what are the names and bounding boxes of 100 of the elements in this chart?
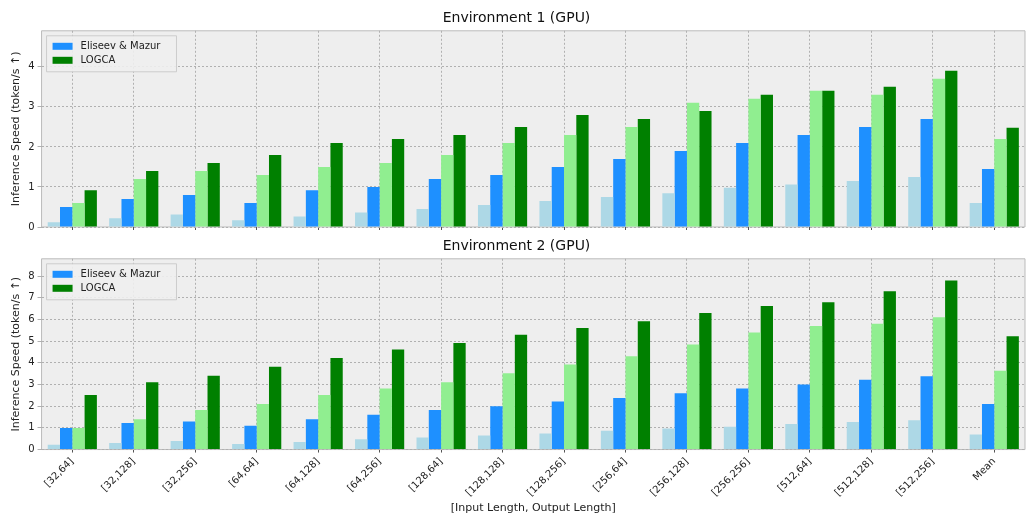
bar [355,439,368,450]
bar [441,382,454,450]
bar [391,138,405,227]
bar [686,102,700,227]
bar [674,150,687,227]
y-tick-label: 0 [28,443,35,455]
bar [846,422,860,450]
bar [969,434,982,450]
bar [477,435,491,450]
bar [1006,336,1019,450]
bar [293,216,306,227]
bar [428,410,442,450]
bar [121,198,134,227]
bar [182,421,196,450]
bar [195,410,208,450]
y-tick-label: 8 [28,269,35,281]
bar [146,170,159,227]
bar [748,332,761,450]
bar [416,208,429,227]
y-tick-label: 2 [28,140,35,152]
bar [330,358,343,450]
bar [453,342,466,450]
bar [748,98,761,227]
bar [244,425,257,450]
y-tick-label: 1 [28,421,35,433]
bar [797,384,810,450]
bar [945,70,958,227]
y-tick-label: 3 [28,100,35,112]
bar [379,162,392,227]
bar [539,433,552,450]
bar [736,142,749,227]
bar [170,440,183,450]
bar [600,430,614,450]
bar [674,393,687,450]
bar [699,312,712,450]
bar [355,212,368,227]
bar [195,170,208,227]
bar [932,317,946,450]
bar [268,366,282,450]
bar [133,178,147,227]
bar [232,220,245,227]
bar [305,190,319,227]
bar [551,166,565,227]
bar [822,302,835,450]
bar [60,427,73,450]
bar [539,200,552,227]
legend-label: Eliseev & Mazur [80,40,162,52]
bar [207,162,220,227]
bar [785,184,798,227]
bar [785,423,798,450]
bar [662,428,675,450]
bar [613,158,626,227]
bar [109,218,122,227]
bar [330,142,343,227]
bar [121,423,134,450]
bar [367,414,380,450]
bar [109,443,122,450]
bar [133,419,147,450]
bar [809,90,823,227]
bar [613,397,626,450]
bar [846,180,860,227]
bar [981,404,995,450]
bar [441,154,454,227]
bar [564,364,577,450]
bar [256,404,269,450]
bar [170,214,183,227]
bar [969,202,982,227]
bar [514,334,528,450]
bar [318,394,331,450]
bar [822,90,835,227]
y-tick-label: 6 [28,313,35,325]
bar [686,344,700,450]
bar [637,321,651,450]
bar [60,206,73,227]
chart-title: Environment 2 (GPU) [442,237,591,254]
bar [625,126,638,227]
y-tick-label: 0 [28,220,35,232]
bar [232,443,245,450]
bar [760,306,773,450]
y-axis-title: Inference Speed (token/s ↑) [9,51,23,207]
bar [477,204,491,227]
bar [883,86,896,227]
bar [84,394,97,450]
bar [797,134,810,227]
bar [293,441,306,450]
bar [514,126,528,227]
bar [920,376,933,450]
bar [883,291,896,450]
bar [625,356,638,450]
bar [871,323,884,450]
bar [994,138,1007,227]
bar [981,168,995,227]
bar [182,194,196,227]
bar [502,142,515,227]
bar [859,379,872,450]
bar [1006,127,1019,227]
bar [723,426,737,450]
bar [994,370,1007,450]
bar [367,186,380,227]
bar [318,166,331,227]
